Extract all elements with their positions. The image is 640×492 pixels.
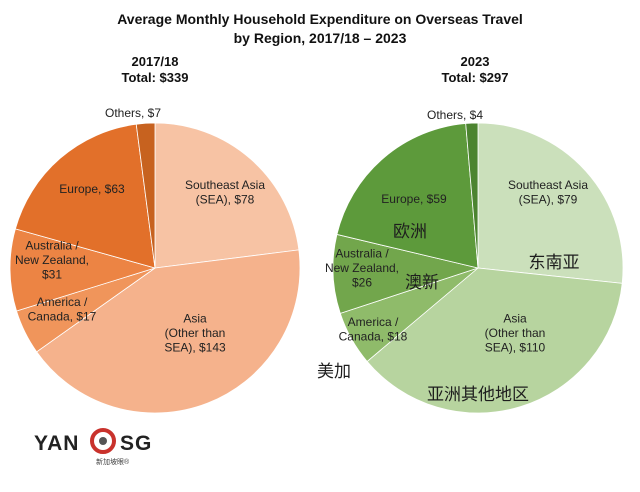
logo-eye-icon	[90, 428, 116, 454]
pie0-label-4: Europe, $63	[59, 182, 125, 196]
pie0-slice-4	[14, 123, 156, 269]
pie0-slice-3	[9, 228, 157, 312]
right-pie-total: Total: $297	[441, 70, 509, 85]
pie1-label-1: Asia (Other than SEA), $110	[485, 312, 546, 355]
left-pie-year: 2017/18	[131, 54, 179, 69]
right-pie-year: 2023	[460, 54, 490, 69]
pie0-slice-5	[135, 122, 156, 269]
pie0-slice-0	[154, 122, 300, 269]
logo-text-right: SG	[120, 432, 153, 455]
pie1-label-5: Others, $4	[427, 108, 483, 122]
pie0-label-2: America / Canada, $17	[28, 295, 97, 324]
pie0-label-5: Others, $7	[105, 106, 161, 120]
logo-text-left: YAN	[34, 432, 80, 455]
pie1-slice-1	[366, 267, 623, 414]
pie1-label-2: America / Canada, $18	[339, 315, 408, 344]
pie1-slice-0	[477, 122, 624, 284]
pie1-chinese-label-2: 美加	[317, 362, 351, 382]
pie0-label-0: Southeast Asia (SEA), $78	[185, 178, 265, 207]
pie1-label-3: Australia / New Zealand, $26	[325, 247, 399, 290]
logo-subtext: 新加坡眼®	[96, 459, 130, 466]
pie1-chinese-label-4: 欧洲	[393, 222, 427, 242]
pie1-chinese-label-3: 澳新	[405, 273, 439, 293]
right-pie-header: 2023 Total: $297	[420, 54, 530, 86]
left-pie-header: 2017/18 Total: $339	[100, 54, 210, 86]
chart-title-line-1: Average Monthly Household Expenditure on…	[117, 11, 523, 27]
chart-title-line-2: by Region, 2017/18 – 2023	[233, 30, 407, 46]
pie1-label-0: Southeast Asia (SEA), $79	[508, 178, 588, 207]
pie1-slice-4	[336, 123, 479, 269]
pie0-label-3: Australia / New Zealand, $31	[15, 239, 89, 282]
chart-title: Average Monthly Household Expenditure on…	[0, 10, 640, 48]
pie1-label-4: Europe, $59	[381, 192, 447, 206]
pie0-slice-1	[36, 249, 301, 414]
pie1-chinese-label-1: 亚洲其他地区	[427, 385, 529, 405]
yan-sg-logo: YAN SG 新加坡眼®	[34, 428, 194, 468]
pie1-slice-5	[465, 122, 479, 269]
pie0-label-1: Asia (Other than SEA), $143	[164, 312, 226, 355]
pie1-chinese-label-0: 东南亚	[529, 253, 580, 273]
left-pie-total: Total: $339	[121, 70, 189, 85]
